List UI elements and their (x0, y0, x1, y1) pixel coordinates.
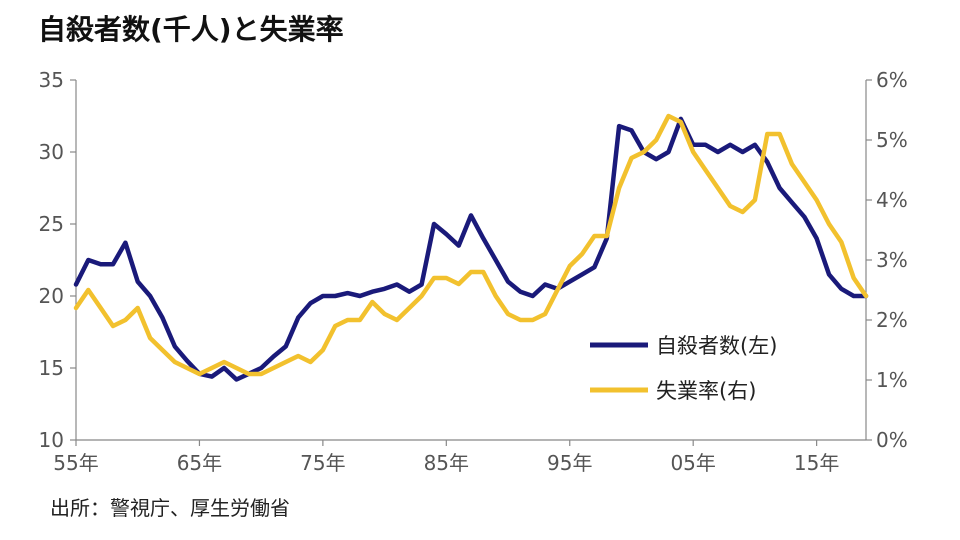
x-tick-label: 85年 (424, 451, 469, 475)
left-tick-label: 10 (39, 428, 64, 452)
left-tick-label: 30 (39, 140, 64, 164)
series-lines (73, 113, 869, 382)
right-tick-label: 3% (876, 248, 908, 272)
right-tick-label: 4% (876, 188, 908, 212)
right-tick-label: 6% (876, 68, 908, 92)
x-tick-label: 65年 (177, 451, 222, 475)
legend-label-2: 失業率(右) (656, 379, 756, 403)
right-tick-label: 5% (876, 128, 908, 152)
source-note: 出所：警視庁、厚生労働省 (50, 496, 290, 520)
x-tick-label: 05年 (670, 451, 715, 475)
chart-title: 自殺者数(千人)と失業率 (38, 13, 344, 46)
left-tick-label: 35 (39, 68, 64, 92)
x-tick-label: 15年 (794, 451, 839, 475)
x-tick-label: 95年 (547, 451, 592, 475)
x-tick-label: 55年 (53, 451, 98, 475)
left-tick-label: 20 (39, 284, 64, 308)
series-line-1 (73, 116, 869, 382)
legend-label-1: 自殺者数(左) (656, 334, 777, 358)
right-tick-label: 2% (876, 308, 908, 332)
series-line-2 (73, 113, 869, 377)
x-tick-label: 75年 (300, 451, 345, 475)
left-tick-label: 25 (39, 212, 64, 236)
left-tick-label: 15 (39, 356, 64, 380)
right-tick-label: 0% (876, 428, 908, 452)
right-axis-ticks: 6% 5% 4% 3% 2% 1% 0% (866, 68, 908, 452)
right-tick-label: 1% (876, 368, 908, 392)
legend: 自殺者数(左) 失業率(右) (590, 334, 777, 403)
x-axis-ticks: 55年 65年 75年 85年 95年 05年 15年 (53, 440, 839, 475)
left-axis-ticks: 35 30 25 20 15 10 (39, 68, 76, 452)
